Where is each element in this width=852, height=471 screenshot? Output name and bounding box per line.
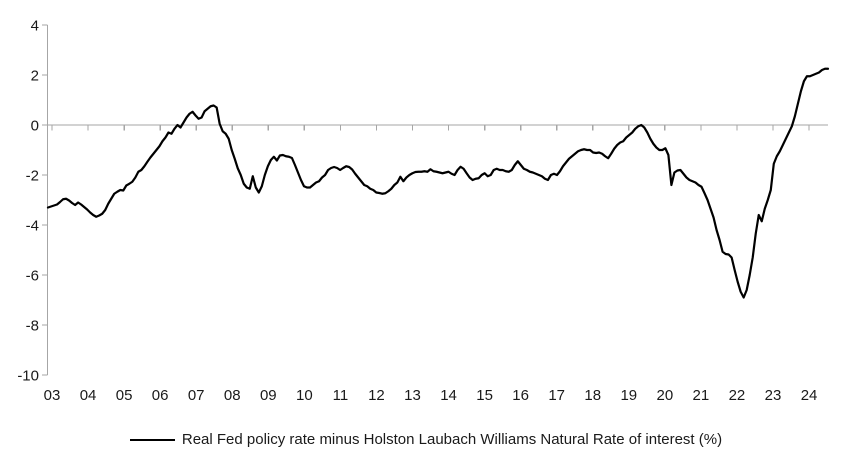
y-axis-tick-label: -2 bbox=[26, 168, 39, 185]
y-axis-tick-label: 0 bbox=[31, 118, 39, 135]
x-axis-tick-label: 10 bbox=[296, 387, 313, 404]
x-axis-tick-label: 06 bbox=[152, 387, 169, 404]
x-axis-tick-label: 23 bbox=[765, 387, 782, 404]
y-axis-tick-label: 4 bbox=[31, 18, 39, 35]
x-axis-tick-label: 05 bbox=[116, 387, 133, 404]
x-axis-tick-label: 09 bbox=[260, 387, 277, 404]
x-axis-tick-label: 21 bbox=[693, 387, 710, 404]
y-axis-tick-label: -8 bbox=[26, 318, 39, 335]
data-series-line bbox=[46, 67, 830, 299]
x-axis-tick-label: 22 bbox=[729, 387, 746, 404]
x-axis-tick-label: 12 bbox=[368, 387, 385, 404]
x-axis-tick-label: 19 bbox=[620, 387, 637, 404]
y-axis-tick-label: -6 bbox=[26, 268, 39, 285]
x-axis-tick-label: 13 bbox=[404, 387, 421, 404]
y-axis-tick-label: -4 bbox=[26, 218, 39, 235]
x-axis-tick-label: 03 bbox=[44, 387, 61, 404]
chart-legend: Real Fed policy rate minus Holston Lauba… bbox=[0, 431, 852, 449]
x-axis-tick-label: 16 bbox=[512, 387, 529, 404]
x-axis-tick-label: 18 bbox=[584, 387, 601, 404]
x-axis-tick-label: 15 bbox=[476, 387, 493, 404]
x-axis-tick-label: 20 bbox=[657, 387, 674, 404]
y-axis-tick-label: -10 bbox=[17, 368, 39, 385]
x-axis-tick-label: 14 bbox=[440, 387, 457, 404]
x-axis-tick-label: 08 bbox=[224, 387, 241, 404]
x-axis-tick-label: 07 bbox=[188, 387, 205, 404]
y-axis-tick-label: 2 bbox=[31, 68, 39, 85]
legend-line-marker bbox=[129, 439, 175, 441]
legend-label: Real Fed policy rate minus Holston Lauba… bbox=[181, 431, 723, 448]
x-axis-tick-label: 11 bbox=[333, 387, 349, 404]
x-axis-tick-label: 17 bbox=[548, 387, 565, 404]
x-axis-tick-label: 24 bbox=[801, 387, 818, 404]
x-axis-tick-label: 04 bbox=[80, 387, 97, 404]
